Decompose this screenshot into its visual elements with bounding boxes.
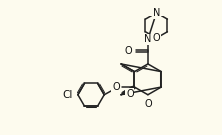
Text: N: N [153, 8, 160, 18]
Text: O: O [144, 99, 152, 109]
Text: O: O [125, 46, 132, 56]
Text: O: O [153, 33, 160, 43]
Text: N: N [144, 34, 152, 44]
Text: O: O [112, 82, 120, 92]
Text: Cl: Cl [62, 90, 72, 100]
Text: O: O [126, 89, 134, 99]
